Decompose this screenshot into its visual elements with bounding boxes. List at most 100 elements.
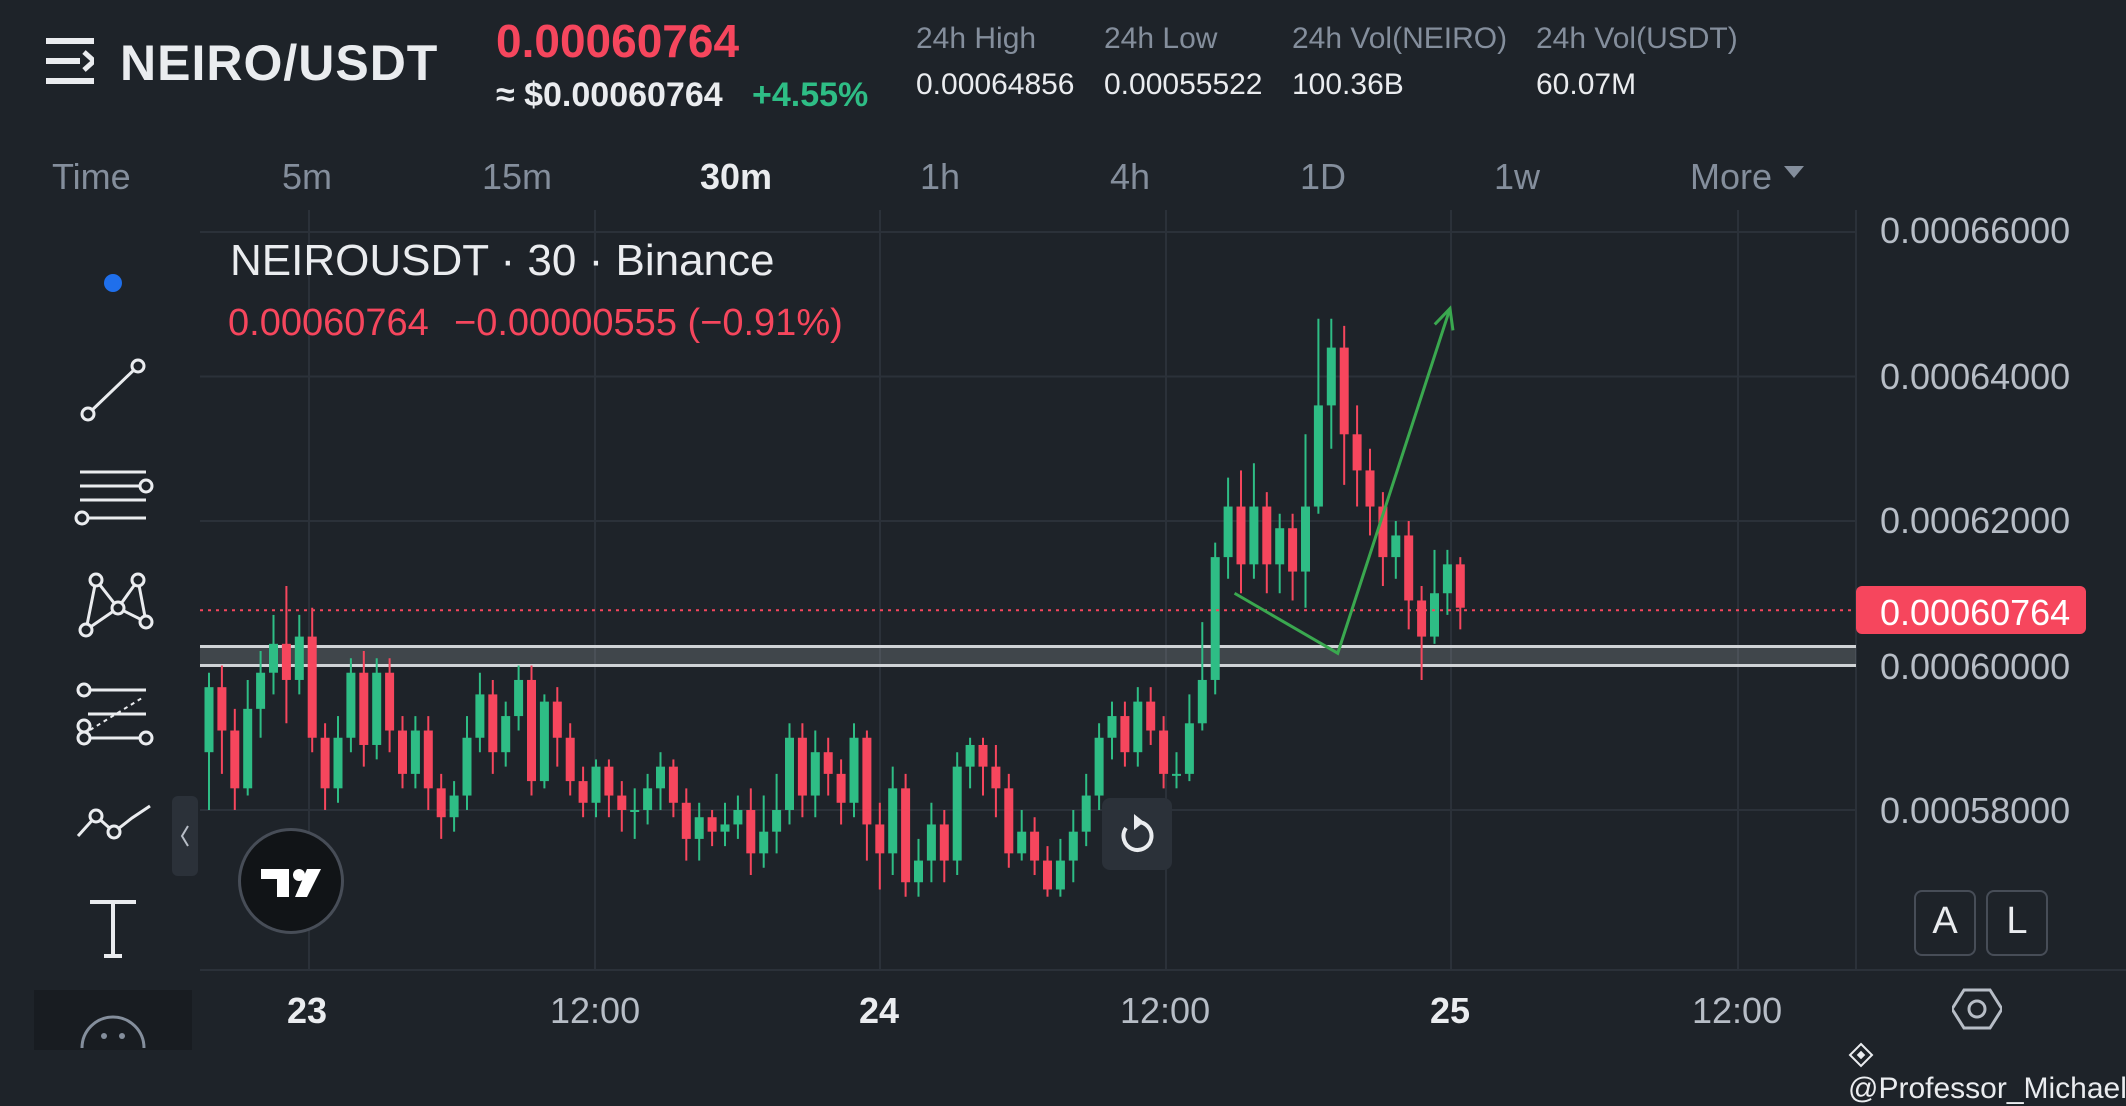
candle [926,802,936,883]
candle [320,723,330,810]
candle-body [978,744,988,767]
candle [398,716,407,789]
candle-body [333,737,343,789]
candle [1146,687,1156,745]
emoji-icon[interactable] [78,1000,148,1048]
candle-body [1159,730,1169,774]
candle-body [217,687,227,731]
candle [1004,773,1014,868]
stat-label-vol-base: 24h Vol(NEIRO) [1292,22,1508,55]
candle-body [1262,506,1272,565]
candle [294,614,304,695]
candle [1172,752,1181,789]
candle-body [320,737,330,789]
candle-body [849,737,859,803]
stat-label-low: 24h Low [1104,22,1218,55]
price-chart[interactable] [0,0,2126,1080]
candle-body [527,679,536,782]
candle-body [578,781,588,803]
log-scale-button[interactable]: L [1986,890,2048,956]
horizontal-lines-icon[interactable] [68,452,158,542]
candle-body [1133,701,1143,753]
tab-1h[interactable]: 1h [920,156,961,197]
candle [1391,521,1401,579]
candle [656,752,665,810]
candle [746,788,756,876]
stat-value-vol-quote: 60.07M [1536,68,1637,101]
candle-body [1404,535,1414,601]
candle [462,716,472,810]
tab-15m[interactable]: 15m [482,156,553,197]
menu-icon[interactable] [46,38,94,84]
candle-body [733,810,743,825]
current-price-tag-label: 0.00060764 [1880,592,2071,633]
y-tick-label: 0.00060000 [1880,646,2071,687]
tab-1d[interactable]: 1D [1300,156,1347,197]
chart-title: NEIROUSDT · 30 · Binance [230,236,775,285]
settings-icon[interactable] [1952,986,2002,1032]
candle-body [1365,470,1375,507]
tab-more[interactable]: More [1690,156,1773,197]
candle [256,651,266,738]
candle-body [591,766,601,803]
candle-body [901,788,911,883]
candle-body [1043,860,1052,890]
candle-body [462,737,472,796]
pattern-icon[interactable] [68,560,158,650]
candle-body [501,716,511,753]
candle [372,658,382,760]
cursor-dot-icon[interactable] [98,268,128,298]
tab-1w[interactable]: 1w [1494,156,1541,197]
tab-time[interactable]: Time [52,156,131,197]
auto-scale-button[interactable]: A [1914,890,1976,956]
candle [939,810,949,883]
sidebar-collapse-button[interactable] [172,796,198,876]
stat-value-high: 0.00064856 [916,68,1075,101]
candle [991,744,1001,818]
candle [204,672,214,810]
trend-line-icon[interactable] [68,346,158,436]
candle-body [1120,716,1130,753]
caret-down-icon[interactable] [1784,166,1804,178]
percent-change: +4.55% [752,76,869,114]
support-zone-fill [200,646,1856,666]
candle-body [1455,564,1465,608]
candle [1442,549,1452,615]
tab-4h[interactable]: 4h [1110,156,1151,197]
y-tick-label: 0.00066000 [1880,210,2071,251]
candle-body [269,643,278,673]
candle-body [552,701,562,738]
candle-body [1249,506,1259,565]
tab-5m[interactable]: 5m [282,156,333,197]
candle-body [436,788,446,818]
candle [475,672,485,753]
candle-body [1223,506,1233,558]
candle [823,737,833,796]
x-tick-label: 12:00 [550,990,641,1031]
auto-scale-label: A [1932,900,1958,942]
candle [681,788,691,861]
watermark: @Professor_Michael [1848,1038,2126,1106]
tab-30m[interactable]: 30m [700,156,773,197]
candle [604,759,614,818]
fib-icon[interactable] [68,670,158,760]
candle-body [385,672,395,731]
candle [307,607,317,753]
candle-body [1352,434,1362,471]
candle [1120,701,1130,767]
candle [1055,838,1065,897]
candle-body [243,708,253,789]
candle [1430,549,1439,644]
last-price: 0.00060764 [496,15,740,67]
candle-body [1146,701,1156,731]
trading-pair-title[interactable]: NEIRO/USDT [120,35,439,91]
path-icon[interactable] [68,776,158,866]
text-icon[interactable] [68,884,158,974]
candle [1081,773,1091,847]
candle [849,723,859,818]
candle-body [1313,405,1323,507]
candle-body [1004,788,1014,854]
candle-body [836,773,846,803]
reset-chart-button[interactable] [1102,798,1172,870]
candle [630,788,640,839]
